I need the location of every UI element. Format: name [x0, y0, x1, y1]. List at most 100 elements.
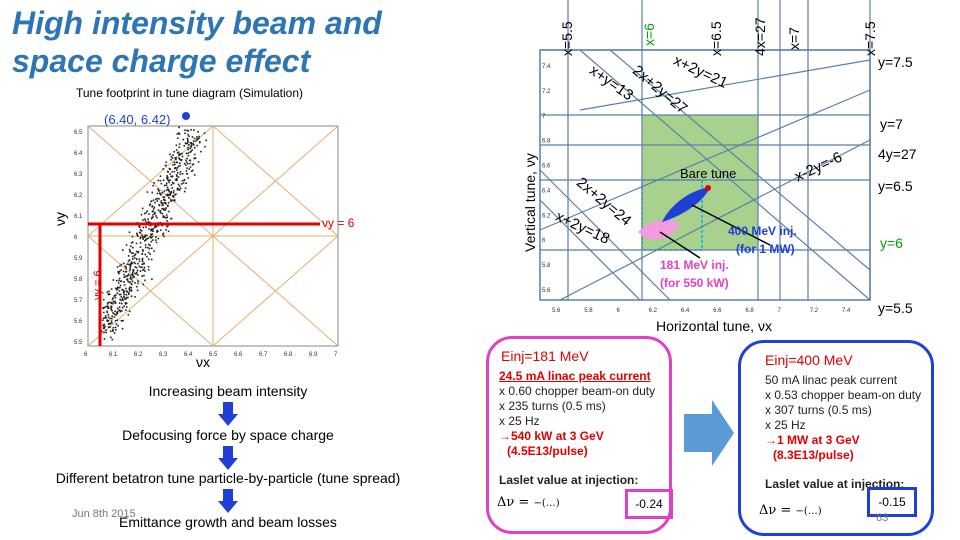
scatter-point: [166, 175, 168, 177]
scatter-point: [123, 273, 125, 276]
scatter-point: [175, 156, 177, 159]
scatter-point: [132, 270, 135, 273]
scatter-point: [180, 158, 183, 161]
scatter-point: [177, 176, 180, 178]
box181-l6: (4.5E13/pulse): [507, 444, 588, 458]
bare-tune-label: Bare tune: [680, 166, 737, 181]
scatter-point: [167, 230, 170, 233]
scatter-point: [116, 287, 119, 290]
left-x-tick: 6.2: [134, 352, 143, 358]
scatter-point: [152, 239, 154, 241]
scatter-point: [152, 199, 155, 202]
scatter-point: [191, 136, 194, 138]
scatter-point: [116, 312, 119, 315]
scatter-point: [110, 288, 113, 290]
tune-x-tick: 7: [778, 308, 782, 314]
label-y65: y=6.5: [878, 178, 913, 194]
scatter-point: [179, 187, 182, 190]
scatter-point: [118, 290, 121, 292]
scatter-point: [187, 177, 189, 179]
scatter-point: [166, 216, 169, 219]
scatter-point: [200, 150, 202, 153]
left-x-axis-label: νx: [196, 354, 210, 370]
scatter-point: [130, 282, 133, 285]
scatter-point: [175, 144, 178, 147]
scatter-point: [175, 169, 178, 171]
box181-l3: x 235 turns (0.5 ms): [499, 399, 606, 413]
scatter-point: [130, 252, 133, 254]
scatter-point: [108, 293, 111, 296]
scatter-point: [120, 269, 122, 271]
scatter-point: [139, 237, 142, 240]
label-4x27: 4x=27: [752, 17, 768, 56]
scatter-point: [165, 229, 167, 231]
label-x7: x=7: [786, 27, 802, 50]
scatter-point: [178, 185, 181, 187]
scatter-point: [138, 225, 140, 228]
scatter-point: [171, 171, 173, 173]
scatter-point: [142, 226, 145, 229]
scatter-point: [113, 332, 116, 334]
tune-x-ticks: 5.6 5.8 6 6.2 6.4 6.6 6.8 7 7.2 7.4: [552, 308, 851, 314]
scatter-point: [155, 225, 158, 228]
scatter-point: [111, 298, 114, 301]
scatter-point: [118, 277, 121, 280]
scatter-point: [119, 280, 122, 282]
scatter-point: [152, 184, 154, 187]
scatter-point: [112, 329, 114, 332]
inj181-label: 181 MeV inj.: [660, 258, 729, 272]
scatter-point: [162, 196, 164, 198]
scatter-point: [167, 176, 169, 179]
box400-value: -0.15: [867, 487, 917, 517]
box181-l7: Laslet value at injection:: [499, 473, 639, 487]
scatter-point: [123, 291, 125, 293]
scatter-point: [120, 310, 123, 312]
scatter-point: [152, 208, 155, 210]
scatter-point: [184, 142, 187, 144]
scatter-point: [176, 133, 179, 135]
scatter-point: [144, 279, 146, 282]
scatter-point: [177, 183, 180, 186]
box181-l5: →540 kW at 3 GeV: [499, 429, 604, 443]
scatter-point: [165, 214, 168, 216]
scatter-point: [115, 323, 118, 325]
scatter-point: [163, 207, 165, 210]
scatter-point: [137, 251, 139, 254]
scatter-point: [187, 141, 189, 143]
scatter-point: [176, 167, 179, 169]
scatter-point: [143, 266, 146, 269]
scatter-point: [124, 265, 126, 268]
bare-tune-marker: [705, 185, 711, 191]
scatter-point: [165, 217, 168, 219]
scatter-point: [186, 138, 189, 141]
scatter-point: [155, 241, 158, 244]
scatter-point: [114, 287, 117, 290]
scatter-point: [193, 146, 196, 149]
scatter-point: [127, 273, 130, 276]
scatter-point: [128, 259, 131, 261]
scatter-point: [140, 236, 142, 239]
scatter-point: [168, 197, 170, 199]
scatter-point: [128, 310, 131, 313]
scatter-point: [145, 234, 148, 237]
scatter-point: [102, 298, 105, 301]
scatter-point: [131, 241, 134, 244]
scatter-point: [140, 266, 142, 269]
scatter-point: [128, 281, 131, 284]
scatter-point: [114, 326, 117, 329]
scatter-point: [189, 166, 192, 168]
scatter-point: [108, 290, 110, 293]
scatter-point: [181, 152, 183, 155]
left-x-tick: 6.6: [234, 352, 243, 358]
scatter-point: [185, 170, 188, 172]
scatter-point: [114, 329, 117, 331]
scatter-point: [150, 217, 153, 220]
scatter-point: [166, 186, 169, 189]
scatter-point: [135, 266, 138, 269]
scatter-point: [107, 293, 110, 296]
scatter-point: [151, 235, 154, 238]
scatter-point: [188, 144, 190, 146]
scatter-point: [126, 275, 129, 277]
scatter-point: [107, 322, 110, 325]
scatter-point: [152, 213, 154, 216]
